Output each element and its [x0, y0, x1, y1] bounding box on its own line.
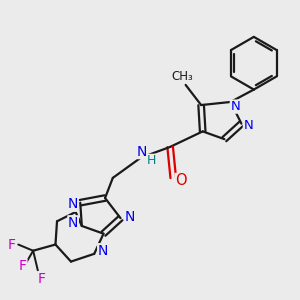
Text: O: O	[175, 173, 187, 188]
Text: N: N	[98, 244, 108, 258]
Text: F: F	[8, 238, 16, 251]
Text: N: N	[243, 119, 253, 132]
Text: N: N	[230, 100, 240, 113]
Text: N: N	[67, 197, 78, 211]
Text: F: F	[38, 272, 46, 286]
Text: N: N	[137, 145, 147, 158]
Text: F: F	[19, 259, 27, 273]
Text: N: N	[68, 216, 78, 230]
Text: CH₃: CH₃	[171, 70, 193, 83]
Text: H: H	[147, 154, 156, 167]
Text: N: N	[125, 210, 135, 224]
